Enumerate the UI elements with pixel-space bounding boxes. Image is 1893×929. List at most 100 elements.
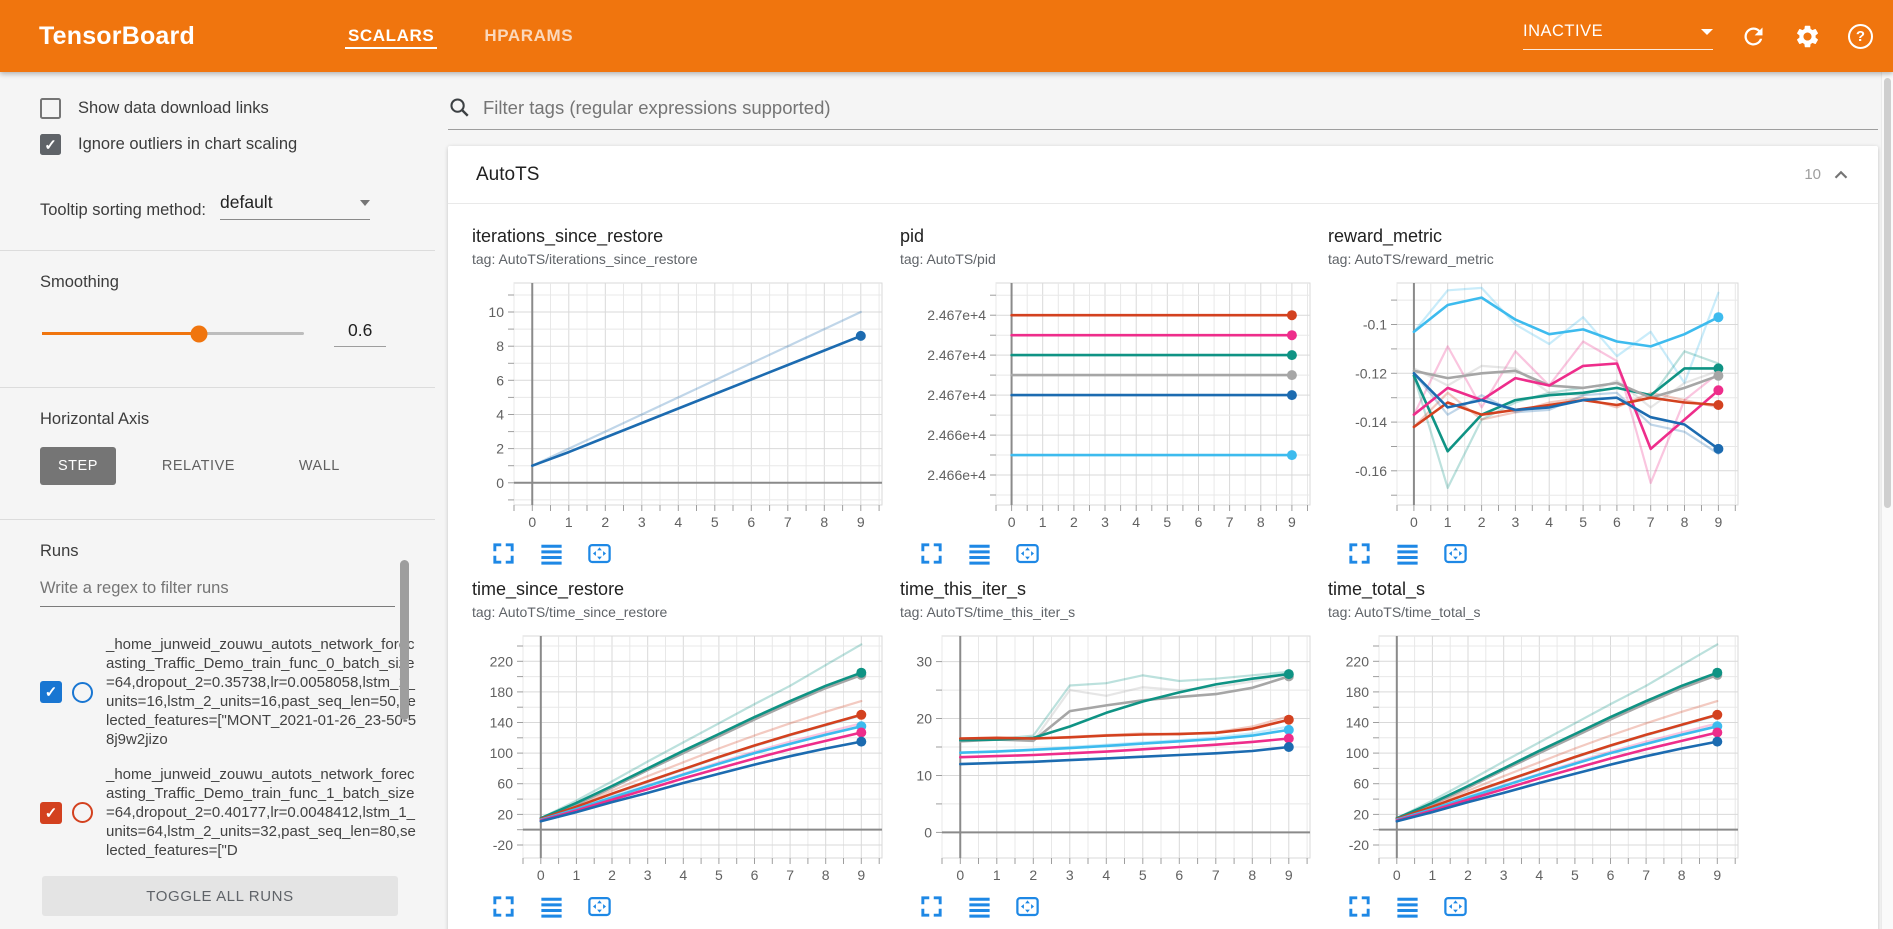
fullscreen-icon[interactable]: [1346, 893, 1373, 920]
svg-text:4: 4: [1102, 867, 1110, 883]
axis-relative-button[interactable]: RELATIVE: [161, 458, 235, 474]
svg-text:140: 140: [490, 715, 514, 731]
svg-text:9: 9: [1285, 867, 1293, 883]
svg-text:4: 4: [496, 407, 504, 423]
svg-text:2.467e+4: 2.467e+4: [927, 387, 986, 403]
help-icon[interactable]: ?: [1848, 23, 1873, 49]
fullscreen-icon[interactable]: [490, 893, 517, 920]
section-header[interactable]: AutoTS 10: [448, 146, 1878, 203]
show-download-links-checkbox-row[interactable]: Show data download links: [40, 98, 435, 119]
svg-text:3: 3: [1101, 514, 1109, 530]
chart-card-iterations-since-restore: iterations_since_restore tag: AutoTS/ite…: [470, 226, 898, 567]
app-title: TensorBoard: [39, 21, 195, 50]
svg-text:2.466e+4: 2.466e+4: [927, 427, 986, 443]
chart-plot[interactable]: 2.467e+4 2.467e+4 2.467e+4 2.466e+4 2.466e+4…: [898, 275, 1318, 537]
svg-text:5: 5: [1139, 867, 1147, 883]
run-checkbox-checked-icon[interactable]: ✓: [40, 681, 62, 703]
svg-text:8: 8: [1248, 867, 1256, 883]
checkbox-unchecked-icon[interactable]: [40, 98, 61, 119]
svg-text:4: 4: [1545, 514, 1553, 530]
status-dropdown[interactable]: INACTIVE: [1523, 22, 1713, 50]
runs-selector-icon[interactable]: [1394, 540, 1421, 567]
svg-text:7: 7: [786, 867, 794, 883]
horizontal-axis-label: Horizontal Axis: [40, 410, 150, 428]
run-radio-icon[interactable]: [72, 681, 93, 703]
runs-selector-icon[interactable]: [966, 540, 993, 567]
tooltip-sorting-dropdown[interactable]: default: [220, 192, 371, 220]
checkbox-checked-icon[interactable]: ✓: [40, 134, 61, 155]
main-scrollbar[interactable]: [1881, 72, 1893, 929]
svg-text:-0.14: -0.14: [1355, 414, 1387, 430]
runs-filter-input[interactable]: [40, 579, 395, 607]
svg-text:9: 9: [857, 867, 865, 883]
runs-selector-icon[interactable]: [538, 893, 565, 920]
svg-text:1: 1: [993, 867, 1001, 883]
svg-text:8: 8: [1257, 514, 1265, 530]
svg-text:9: 9: [1713, 867, 1721, 883]
chart-tag: tag: AutoTS/reward_metric: [1328, 251, 1494, 267]
svg-text:2: 2: [496, 441, 504, 457]
fullscreen-icon[interactable]: [490, 540, 517, 567]
chart-actions: [490, 893, 898, 920]
svg-text:-20: -20: [493, 837, 513, 853]
settings-gear-icon[interactable]: [1794, 23, 1821, 50]
status-value: INACTIVE: [1523, 22, 1604, 40]
svg-text:0: 0: [1393, 867, 1401, 883]
svg-text:4: 4: [679, 867, 687, 883]
smoothing-value[interactable]: 0.6: [334, 320, 387, 347]
toggle-all-runs-button[interactable]: TOGGLE ALL RUNS: [42, 876, 398, 916]
svg-text:8: 8: [822, 867, 830, 883]
tab-scalars[interactable]: SCALARS: [323, 0, 459, 72]
chart-plot[interactable]: 30 20 10 0 0 1 2 3 4 5 6 7 8 9: [898, 628, 1318, 890]
axis-wall-button[interactable]: WALL: [298, 458, 340, 474]
svg-text:60: 60: [1353, 776, 1369, 792]
svg-text:4: 4: [1535, 867, 1543, 883]
reload-icon[interactable]: [1740, 23, 1767, 50]
fullscreen-icon[interactable]: [918, 893, 945, 920]
fit-domain-icon[interactable]: [1014, 893, 1041, 920]
run-name: _home_junweid_zouwu_autots_network_forec…: [106, 636, 417, 748]
ignore-outliers-checkbox-row[interactable]: ✓ Ignore outliers in chart scaling: [40, 134, 435, 155]
fit-domain-icon[interactable]: [586, 893, 613, 920]
fullscreen-icon[interactable]: [918, 540, 945, 567]
svg-text:2.466e+4: 2.466e+4: [927, 467, 986, 483]
fit-domain-icon[interactable]: [1014, 540, 1041, 567]
chart-plot[interactable]: 220 180 140 100 60 20 -20 0 1 2 3 4 5 6 7 8 9: [1326, 628, 1746, 890]
app-header: TensorBoard SCALARS HPARAMS INACTIVE ?: [0, 0, 1893, 72]
svg-text:8: 8: [1681, 514, 1689, 530]
main-scrollbar-thumb[interactable]: [1884, 78, 1891, 508]
svg-text:2: 2: [1478, 514, 1486, 530]
fit-domain-icon[interactable]: [1442, 893, 1469, 920]
runs-selector-icon[interactable]: [1394, 893, 1421, 920]
tag-filter-input[interactable]: [483, 96, 1878, 119]
chart-plot[interactable]: 10 8 6 4 2 0 0 1 2 3 4 5 6 7 8 9: [470, 275, 890, 537]
run-checkbox-checked-icon[interactable]: ✓: [40, 801, 62, 824]
chart-plot[interactable]: -0.1 -0.12 -0.14 -0.16 0 1 2 3 4 5 6 7 8 9: [1326, 275, 1746, 537]
svg-text:180: 180: [1346, 684, 1370, 700]
svg-text:6: 6: [751, 867, 759, 883]
svg-text:0: 0: [528, 514, 536, 530]
svg-text:10: 10: [916, 768, 932, 784]
chart-plot[interactable]: 220 180 140 100 60 20 -20 0 1 2 3 4 5 6 7 8 9: [470, 628, 890, 890]
run-row[interactable]: ✓ _home_junweid_zouwu_autots_network_for…: [40, 635, 425, 749]
svg-text:0: 0: [956, 867, 964, 883]
run-row[interactable]: ✓ _home_junweid_zouwu_autots_network_for…: [40, 765, 425, 860]
section-collapse-control[interactable]: 10: [1804, 164, 1852, 186]
fit-domain-icon[interactable]: [586, 540, 613, 567]
svg-text:1: 1: [565, 514, 573, 530]
fit-domain-icon[interactable]: [1442, 540, 1469, 567]
chart-card-time-total-s: time_total_s tag: AutoTS/time_total_s 22…: [1326, 579, 1754, 920]
svg-text:6: 6: [747, 514, 755, 530]
slider-thumb[interactable]: [190, 325, 208, 342]
sidebar-scrollbar[interactable]: [400, 560, 409, 720]
svg-text:2.467e+4: 2.467e+4: [927, 347, 986, 363]
svg-text:20: 20: [916, 711, 932, 727]
fullscreen-icon[interactable]: [1346, 540, 1373, 567]
tooltip-sorting-value: default: [220, 192, 273, 212]
runs-selector-icon[interactable]: [538, 540, 565, 567]
tab-hparams[interactable]: HPARAMS: [484, 26, 574, 45]
run-radio-icon[interactable]: [72, 802, 93, 823]
runs-selector-icon[interactable]: [966, 893, 993, 920]
smoothing-slider[interactable]: [42, 325, 304, 342]
axis-step-button[interactable]: STEP: [40, 447, 116, 485]
